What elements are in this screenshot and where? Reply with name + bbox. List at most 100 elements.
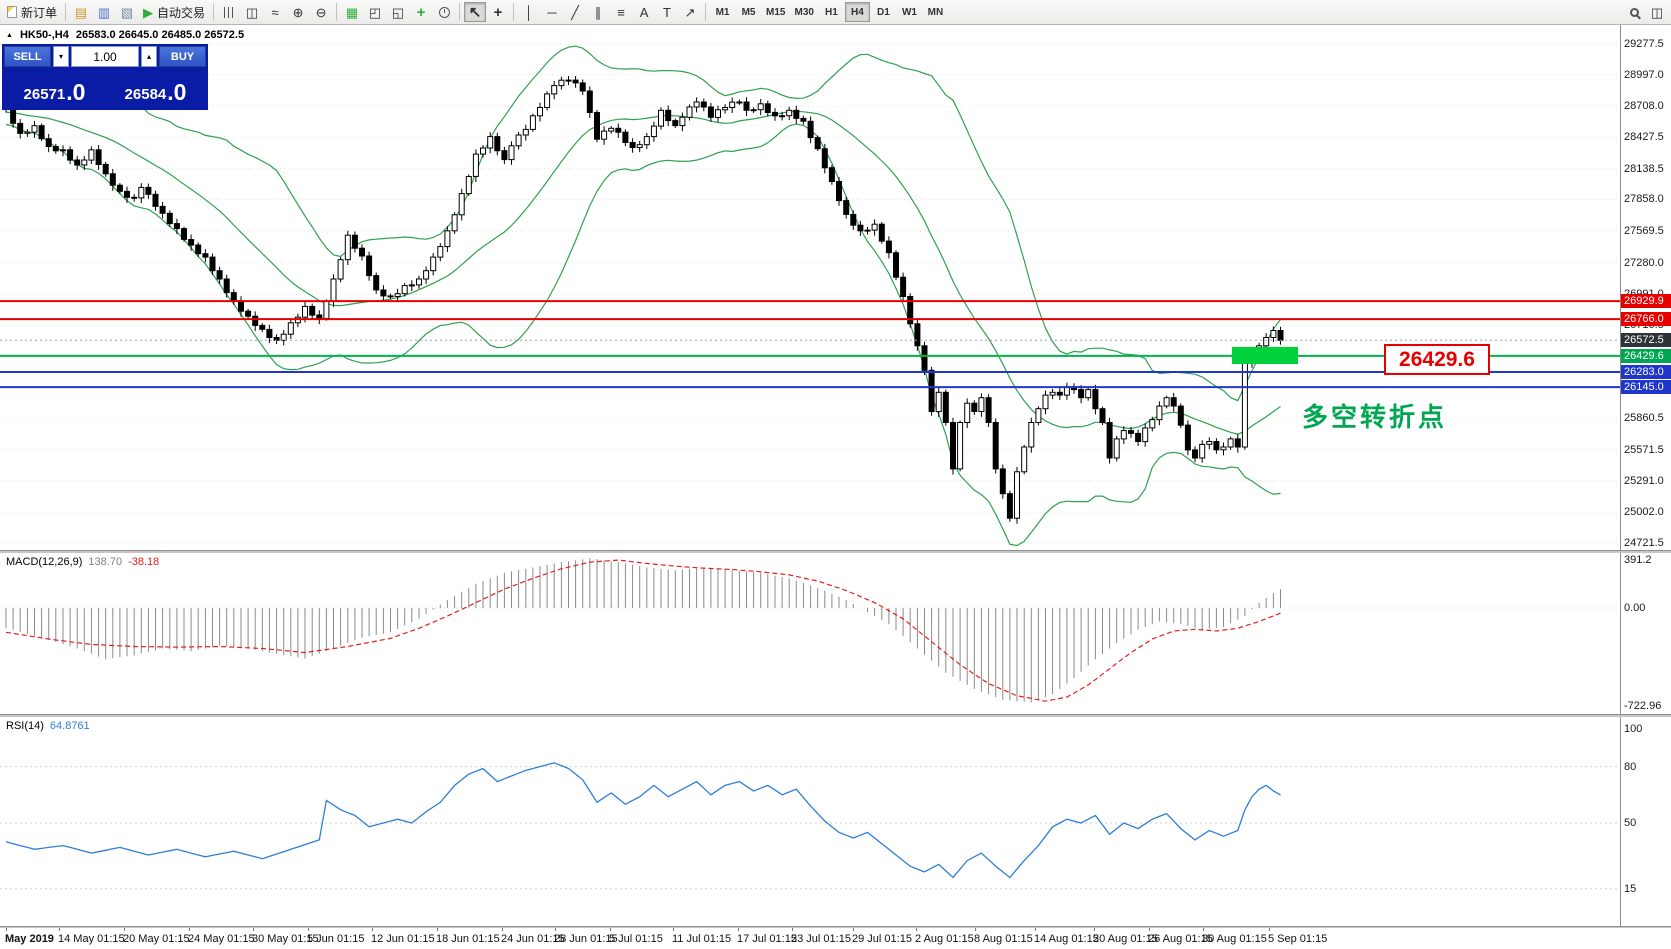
candlestick-chart-button[interactable]: ◫ [241,2,263,22]
panel-splitter[interactable] [0,714,1671,717]
indicators-button[interactable]: + [410,2,432,22]
label-tool-button[interactable]: T [656,2,678,22]
time-axis-label: 30 May 01:15 [252,933,319,945]
macd-axis-label: 391.2 [1624,554,1652,566]
time-axis-tick [916,928,917,931]
price-axis-label: 27280.0 [1624,256,1664,269]
new-window-button[interactable]: ◫ [1646,2,1668,22]
volume-increase-button[interactable]: ▴ [141,46,157,67]
time-axis-tick [1094,928,1095,931]
price-chart[interactable] [0,25,1620,550]
trade-prices-row: 26571 .0 26584 .0 [4,67,206,108]
periods-button[interactable] [433,2,455,22]
data-window-button[interactable]: ▥ [93,2,115,22]
candlestick-chart-icon: ◫ [245,4,259,20]
timeframe-mn-button[interactable]: MN [923,2,948,22]
rsi-axis-label: 50 [1624,817,1637,829]
volume-input[interactable] [71,46,139,67]
rsi-chart[interactable] [0,717,1620,926]
time-axis-label: 5 Jul 01:15 [609,933,663,945]
vertical-line-button[interactable]: │ [518,2,540,22]
timeframe-m15-button[interactable]: M15 [762,2,789,22]
time-axis-label: 20 Aug 01:15 [1093,933,1158,945]
price-axis-label: 28708.0 [1624,100,1664,113]
timeframe-d1-button[interactable]: D1 [871,2,896,22]
new-order-button[interactable]: 新订单 [3,2,61,22]
autotrading-play-icon: ▶ [143,4,154,20]
toolbar-separator [513,3,515,21]
sell-price-main: 26571 [23,86,66,103]
price-axis-label: 25002.0 [1624,506,1664,519]
market-watch-button[interactable]: ▤ [70,2,92,22]
rsi-axis-label: 100 [1624,723,1643,735]
time-axis-tick [59,928,60,931]
rsi-value: 64.8761 [49,720,90,732]
search-icon [1629,7,1639,17]
bar-chart-button[interactable] [218,2,240,22]
search-button[interactable] [1623,2,1645,22]
price-callout[interactable]: 26429.6 [1384,344,1490,375]
timeframe-h4-button[interactable]: H4 [844,2,870,22]
panel-splitter[interactable] [0,550,1671,553]
macd-main-value: 138.70 [88,556,123,568]
grid-icon: ▦ [345,4,359,20]
price-axis-label: 28427.5 [1624,131,1664,144]
price-axis-label: 24721.5 [1624,537,1664,550]
cascade-windows-button[interactable]: ◱ [387,2,409,22]
trendline-icon: ╱ [571,4,579,20]
timeframe-w1-button[interactable]: W1 [897,2,922,22]
fibonacci-button[interactable]: ≡ [610,2,632,22]
channel-button[interactable]: ∥ [587,2,609,22]
sell-button[interactable]: SELL [4,46,51,67]
buy-price[interactable]: 26584 .0 [105,67,206,108]
trendline-button[interactable]: ╱ [564,2,586,22]
label-tool-icon: T [663,4,671,20]
highlight-rectangle[interactable] [1232,347,1298,364]
line-chart-button[interactable]: ≈ [264,2,286,22]
time-axis-tick [975,928,976,931]
price-axis-label: 27569.5 [1624,225,1664,238]
macd-chart[interactable] [0,553,1620,714]
volume-decrease-button[interactable]: ▾ [53,46,69,67]
autotrading-button[interactable]: ▶ 自动交易 [139,2,209,22]
turning-point-annotation: 多空转折点 [1302,402,1448,432]
macd-axis[interactable]: 391.2 0.00 -722.96 [1620,553,1671,714]
timeframe-m1-button[interactable]: M1 [710,2,735,22]
zoom-in-button[interactable]: ⊕ [287,2,309,22]
sell-price[interactable]: 26571 .0 [4,67,105,108]
time-axis[interactable]: May 2019 14 May 01:15 20 May 01:15 24 May 0… [0,928,1671,949]
timeframe-h1-button[interactable]: H1 [819,2,844,22]
zoom-out-button[interactable]: ⊖ [310,2,332,22]
grid-button[interactable]: ▦ [341,2,363,22]
buy-button[interactable]: BUY [159,46,206,67]
time-axis-tick [1035,928,1036,931]
time-axis-label: 14 May 01:15 [58,933,125,945]
macd-axis-label: -722.96 [1624,699,1662,712]
timeframe-m30-button[interactable]: M30 [790,2,817,22]
timeframe-m5-button[interactable]: M5 [736,2,761,22]
time-axis-label: 11 Jul 01:15 [672,933,732,945]
zoom-out-icon: ⊖ [315,4,327,20]
time-axis-tick [124,928,125,931]
price-axis-label: 25291.0 [1624,474,1664,487]
crosshair-button[interactable]: + [487,2,509,22]
price-axis-label: 28138.5 [1624,162,1664,175]
rsi-axis[interactable]: 100 80 50 15 [1620,717,1671,926]
navigator-button[interactable]: ▧ [116,2,138,22]
price-axis-label: 28997.0 [1624,68,1664,81]
time-axis-label: 17 Jul 01:15 [737,933,797,945]
price-axis[interactable]: 29277.5 28997.0 28708.0 28427.5 28138.5 27858… [1620,25,1671,550]
horizontal-line-button[interactable]: ─ [541,2,563,22]
time-axis-tick [372,928,373,931]
tile-windows-button[interactable]: ◰ [364,2,386,22]
line-chart-icon: ≈ [271,4,279,20]
panel-splitter[interactable] [0,926,1671,928]
new-window-icon: ◫ [1650,4,1664,20]
price-axis-label: 25860.5 [1624,412,1664,425]
cursor-button[interactable]: ↖ [464,2,487,22]
indicators-icon: + [416,3,426,21]
symbol-marker-icon: ▲ [6,31,13,39]
arrows-tool-button[interactable]: ↗ [679,2,701,22]
time-axis-label: 2 Aug 01:15 [915,933,974,945]
text-tool-button[interactable]: A [633,2,655,22]
